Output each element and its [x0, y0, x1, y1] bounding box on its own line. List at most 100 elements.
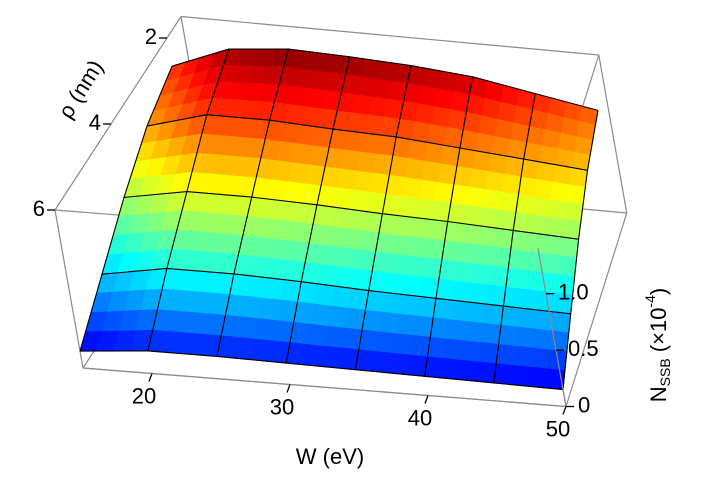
surface-cell [381, 292, 403, 315]
surface-cell [485, 171, 506, 193]
surface-grid-row [79, 350, 564, 391]
surface-cell [469, 282, 490, 305]
surface-grid-col [147, 48, 230, 352]
surface-cell [466, 301, 487, 324]
surface-cell [557, 255, 578, 277]
box-edge [54, 209, 84, 369]
z-axis-title: NSSB (×10-4) [642, 288, 673, 402]
surface-cell [541, 253, 561, 275]
surface-cell [551, 311, 572, 334]
surface-cell [519, 288, 540, 311]
surface-cell [441, 358, 463, 381]
surface-cell [517, 307, 538, 330]
surface-cell [486, 284, 507, 307]
surface-cell [498, 324, 519, 347]
surface-cell [552, 164, 573, 186]
surface-cell [395, 313, 417, 336]
surface-cell [406, 354, 428, 377]
surface-grid-col [562, 110, 599, 390]
surface-cell [483, 303, 504, 326]
surface-cell [515, 326, 536, 349]
surface-cell [522, 269, 542, 292]
surface-cell [488, 153, 509, 175]
surface-cell [481, 322, 502, 345]
box-edge [537, 248, 567, 407]
surface-cell [463, 205, 484, 227]
surface-cell [515, 194, 536, 216]
surface-cell [479, 207, 500, 229]
surface-cell [488, 265, 509, 288]
z-tick-label: 1.0 [558, 279, 589, 304]
x-tick-label: 40 [408, 405, 432, 430]
surface-grid-row [171, 48, 599, 111]
surface-cell [491, 246, 512, 269]
surface-cell [493, 363, 514, 386]
surface-cell [408, 236, 429, 259]
surface-grid-col [285, 56, 351, 364]
surface-cell [424, 356, 446, 379]
surface-cell [494, 118, 515, 141]
surface-grid-col [493, 93, 536, 383]
surface-cell [536, 161, 557, 183]
surface-cell [398, 293, 420, 317]
surface-cell [478, 342, 500, 365]
surface-cell [512, 212, 533, 234]
surface-cell [502, 286, 523, 309]
surface-grid-col [79, 65, 173, 352]
surface-cell [389, 352, 411, 376]
surface-cell [466, 186, 487, 209]
surface-cell [507, 248, 528, 271]
surface-grid-row [123, 191, 579, 240]
z-title-post: ) [646, 288, 671, 295]
surface-cell [534, 179, 554, 201]
surface-grid-row [146, 114, 588, 171]
surface-cell [432, 297, 454, 321]
surface-cell [444, 338, 465, 361]
surface-cell [460, 223, 481, 246]
surface-cell [375, 331, 397, 354]
surface-grid-col [424, 76, 474, 377]
surface-cell [449, 299, 471, 323]
surface-cell [566, 184, 586, 206]
surface-cell [504, 155, 525, 178]
surface-cell [550, 181, 570, 203]
box-edge [565, 212, 628, 407]
surface-cell [446, 319, 468, 342]
x-tick-label: 50 [546, 416, 570, 441]
x-tick [424, 395, 429, 404]
surface-cell [471, 263, 493, 286]
z-title-pre: (×10 [646, 308, 671, 359]
surface-cell [452, 280, 473, 303]
surface-cell [505, 267, 526, 290]
z-tick-label: 0.5 [568, 336, 599, 361]
surface-grid-col [354, 65, 412, 370]
box-edge [54, 16, 182, 211]
x-tick [148, 373, 153, 382]
surface-cell [372, 351, 394, 374]
box-edge [82, 367, 567, 408]
surface-cell [564, 201, 584, 223]
surface-cell [500, 305, 521, 328]
surface-cell [510, 365, 532, 387]
surface-grid-col [216, 48, 289, 357]
surface-cell [510, 229, 530, 252]
surface-cell [529, 214, 549, 236]
surface-cell [499, 191, 519, 214]
z-title-main: N [646, 386, 671, 402]
surface-cell [561, 219, 582, 240]
surface-cell [532, 328, 553, 351]
surface-cell [429, 317, 451, 340]
surface-cell [415, 295, 437, 319]
surface-cell [512, 345, 534, 368]
surface-cell [493, 227, 514, 250]
surface-cell [458, 242, 479, 265]
surface-cell [472, 150, 493, 173]
surface-cell [455, 261, 476, 284]
surface-cell [520, 158, 541, 181]
box-edge [180, 15, 599, 56]
surface-cell [438, 259, 459, 282]
z-title-sub: SSB [657, 358, 673, 386]
surface-cell [405, 255, 426, 278]
surface-cell [482, 189, 503, 211]
